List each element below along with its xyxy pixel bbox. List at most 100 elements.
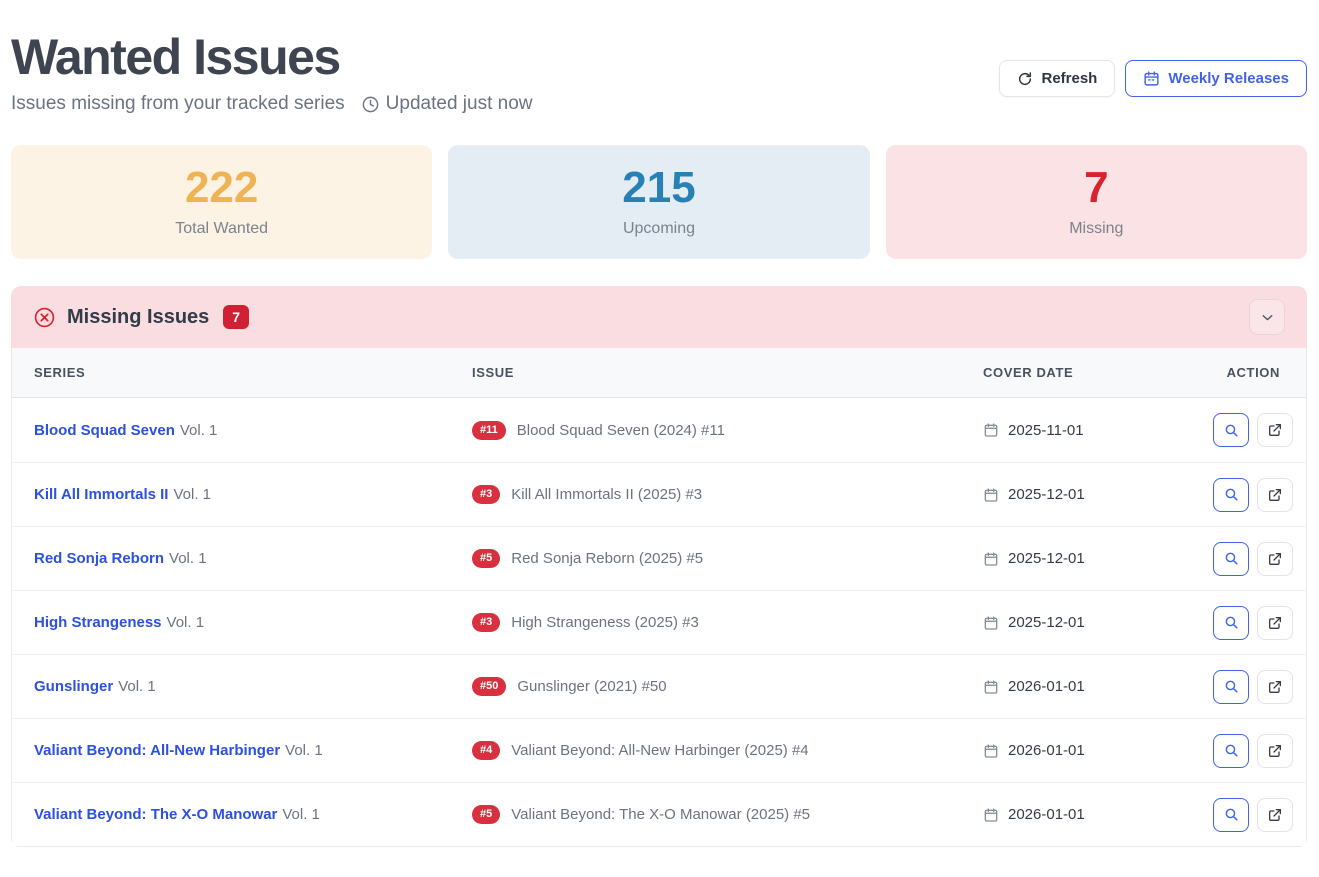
action-cell — [1213, 477, 1293, 512]
clock-icon — [361, 95, 380, 114]
cover-date: 2026-01-01 — [1008, 806, 1085, 823]
external-link-button[interactable] — [1257, 541, 1293, 576]
issue-title: High Strangeness (2025) #3 — [511, 614, 699, 631]
issue-cell: #3 High Strangeness (2025) #3 — [472, 613, 983, 632]
search-button[interactable] — [1213, 413, 1249, 447]
weekly-releases-button[interactable]: Weekly Releases — [1125, 60, 1307, 97]
issue-title: Blood Squad Seven (2024) #11 — [516, 421, 725, 439]
issue-cell: #50 Gunslinger (2021) #50 — [472, 677, 983, 696]
search-button[interactable] — [1213, 477, 1249, 512]
action-cell — [1213, 605, 1293, 640]
upcoming-value: 215 — [622, 163, 696, 212]
external-link-icon — [1267, 615, 1283, 631]
issue-title: Valiant Beyond: All-New Harbinger (2025)… — [511, 742, 809, 759]
stat-card-upcoming: 215 Upcoming — [448, 145, 870, 259]
issue-title: Red Sonja Reborn (2025) #5 — [511, 550, 704, 567]
cover-date-cell: 2025-11-01 — [983, 422, 1213, 439]
search-button[interactable] — [1213, 797, 1249, 832]
issue-cell: #3 Kill All Immortals II (2025) #3 — [472, 485, 983, 504]
search-button[interactable] — [1213, 733, 1249, 768]
column-header-series: SERIES — [34, 365, 86, 380]
circle-x-icon — [33, 306, 56, 329]
stats-row: 222 Total Wanted 215 Upcoming 7 Missing — [11, 145, 1307, 259]
external-link-button[interactable] — [1257, 669, 1293, 704]
header-buttons: Refresh Weekly Releases — [999, 60, 1307, 97]
external-link-button[interactable] — [1257, 413, 1293, 447]
cover-date: 2025-12-01 — [1008, 486, 1085, 503]
series-cell: Valiant Beyond: The X-O Manowar Vol. 1 — [34, 806, 472, 823]
external-link-icon — [1267, 422, 1283, 438]
series-volume: Vol. 1 — [285, 742, 323, 759]
calendar-icon — [983, 807, 999, 823]
series-volume: Vol. 1 — [282, 806, 320, 823]
series-link[interactable]: Gunslinger — [34, 678, 114, 695]
table-row: Valiant Beyond: All-New Harbinger Vol. 1 … — [12, 718, 1306, 782]
issue-cell: #11 Blood Squad Seven (2024) #11 — [472, 420, 983, 440]
search-button[interactable] — [1213, 605, 1249, 640]
column-header-action: ACTION — [1226, 365, 1280, 380]
missing-value: 7 — [1084, 163, 1109, 212]
external-link-icon — [1267, 679, 1283, 695]
action-cell — [1213, 541, 1293, 576]
cover-date: 2025-11-01 — [1008, 421, 1084, 439]
page-subtitle: Issues missing from your tracked series — [11, 93, 345, 114]
stat-card-total-wanted: 222 Total Wanted — [11, 145, 433, 259]
refresh-label: Refresh — [1041, 70, 1098, 87]
table-row: High Strangeness Vol. 1 #3 High Strangene… — [12, 590, 1306, 654]
series-link[interactable]: Valiant Beyond: All-New Harbinger — [34, 742, 281, 759]
cover-date-cell: 2025-12-01 — [983, 550, 1213, 567]
weekly-releases-label: Weekly Releases — [1168, 70, 1289, 87]
series-cell: Blood Squad Seven Vol. 1 — [34, 422, 472, 439]
action-cell — [1213, 413, 1293, 447]
calendar-icon — [983, 679, 999, 695]
calendar-icon — [983, 551, 999, 567]
chevron-down-icon — [1259, 309, 1276, 326]
wanted-issues-page: Wanted Issues Issues missing from your t… — [11, 30, 1307, 847]
series-link[interactable]: Kill All Immortals II — [34, 486, 169, 503]
collapse-button[interactable] — [1249, 299, 1285, 335]
page-header: Wanted Issues Issues missing from your t… — [11, 30, 1307, 115]
series-cell: Valiant Beyond: All-New Harbinger Vol. 1 — [34, 742, 472, 759]
search-icon — [1223, 806, 1240, 823]
total-wanted-value: 222 — [184, 163, 259, 212]
series-cell: Kill All Immortals II Vol. 1 — [34, 486, 472, 503]
cover-date: 2026-01-01 — [1008, 742, 1085, 759]
issue-title: Valiant Beyond: The X-O Manowar (2025) #… — [511, 806, 811, 823]
cover-date-cell: 2026-01-01 — [983, 742, 1213, 759]
issue-cell: #4 Valiant Beyond: All-New Harbinger (20… — [472, 741, 983, 760]
external-link-button[interactable] — [1257, 605, 1293, 640]
issue-number-badge: #3 — [472, 613, 501, 632]
series-link[interactable]: Valiant Beyond: The X-O Manowar — [34, 806, 278, 823]
calendar-icon — [983, 615, 999, 631]
cover-date-cell: 2026-01-01 — [983, 678, 1213, 695]
series-volume: Vol. 1 — [169, 550, 207, 567]
issue-cell: #5 Valiant Beyond: The X-O Manowar (2025… — [472, 805, 983, 824]
cover-date-cell: 2025-12-01 — [983, 614, 1213, 631]
series-link[interactable]: Red Sonja Reborn — [34, 550, 165, 567]
total-wanted-label: Total Wanted — [175, 220, 269, 237]
search-button[interactable] — [1213, 669, 1249, 704]
table-body: Blood Squad Seven Vol. 1 #11 Blood Squad … — [12, 398, 1306, 846]
table-row: Blood Squad Seven Vol. 1 #11 Blood Squad … — [12, 398, 1306, 462]
action-cell — [1213, 733, 1293, 768]
external-link-button[interactable] — [1257, 733, 1293, 768]
stat-card-missing: 7 Missing — [885, 145, 1307, 259]
refresh-button[interactable]: Refresh — [999, 60, 1116, 97]
external-link-icon — [1267, 487, 1283, 503]
calendar-icon — [1143, 70, 1160, 87]
series-volume: Vol. 1 — [179, 421, 218, 439]
issue-number-badge: #3 — [472, 485, 501, 504]
search-icon — [1223, 486, 1240, 503]
series-volume: Vol. 1 — [118, 678, 156, 695]
external-link-icon — [1267, 743, 1283, 759]
issue-number-badge: #4 — [472, 741, 501, 760]
series-link[interactable]: Blood Squad Seven — [34, 421, 175, 439]
series-link[interactable]: High Strangeness — [34, 614, 162, 631]
updated-text: Updated just now — [385, 93, 533, 114]
search-button[interactable] — [1213, 541, 1249, 576]
issue-number-badge: #5 — [472, 805, 501, 824]
external-link-button[interactable] — [1257, 797, 1293, 832]
external-link-button[interactable] — [1257, 477, 1293, 512]
page-title: Wanted Issues — [11, 29, 341, 85]
missing-issues-table: SERIES ISSUE COVER DATE ACTION Blood Squ… — [11, 348, 1307, 847]
